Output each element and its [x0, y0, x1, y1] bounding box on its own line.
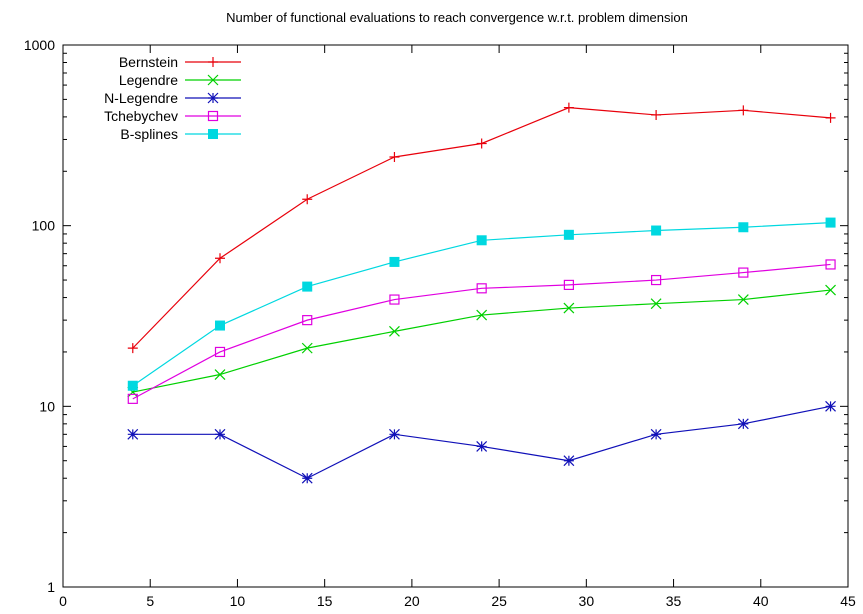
x-tick-label: 20 — [404, 593, 420, 609]
series-legendre — [127, 284, 836, 398]
series-bernstein — [127, 102, 836, 354]
series-tchebychev — [127, 259, 836, 404]
data-point-n-legendre — [563, 455, 575, 467]
x-tick-label: 35 — [666, 593, 682, 609]
x-tick-label: 40 — [753, 593, 769, 609]
data-point-n-legendre — [476, 440, 488, 452]
data-point-tchebychev — [389, 294, 400, 305]
legend-marker-tchebychev — [207, 110, 219, 122]
chart-title: Number of functional evaluations to reac… — [226, 10, 688, 25]
x-tick-label: 45 — [840, 593, 856, 609]
data-point-n-legendre — [825, 400, 836, 412]
legend-label-n-legendre: N-Legendre — [104, 90, 178, 106]
data-point-bernstein — [302, 194, 313, 205]
data-point-tchebychev — [127, 393, 138, 404]
y-tick-label: 1000 — [24, 37, 55, 53]
data-point-b-splines — [127, 380, 138, 391]
legend-marker-legendre — [207, 74, 219, 86]
data-point-b-splines — [389, 256, 400, 267]
data-point-n-legendre — [301, 472, 313, 484]
legend-label-tchebychev: Tchebychev — [104, 108, 178, 124]
data-point-bernstein — [563, 102, 574, 113]
data-point-b-splines — [651, 225, 662, 236]
data-point-tchebychev — [214, 346, 226, 358]
data-point-legendre — [476, 309, 488, 321]
data-point-bernstein — [215, 253, 225, 264]
data-point-legendre — [650, 298, 662, 310]
data-point-b-splines — [738, 222, 749, 233]
data-point-n-legendre — [389, 428, 400, 440]
x-tick-label: 0 — [59, 593, 67, 609]
plot-frame — [62, 44, 849, 588]
legend: Bernstein Legendre N-Legendre Tchebychev B-s… — [104, 54, 241, 142]
data-point-tchebychev — [563, 279, 574, 291]
legend-label-legendre: Legendre — [119, 72, 178, 88]
series-line-tchebychev — [132, 263, 831, 400]
data-point-legendre — [389, 325, 400, 337]
data-point-bernstein — [738, 105, 749, 116]
data-point-legendre — [214, 369, 226, 380]
data-point-legendre — [737, 294, 749, 305]
data-point-b-splines — [563, 229, 574, 240]
y-tick-label: 1 — [47, 579, 55, 595]
x-tick-label: 10 — [230, 593, 246, 609]
data-point-n-legendre — [214, 428, 226, 440]
data-point-bernstein — [389, 151, 400, 162]
legend-label-b-splines: B-splines — [120, 126, 178, 142]
data-point-b-splines — [302, 281, 313, 292]
data-point-tchebychev — [476, 283, 487, 294]
series-b-splines — [127, 217, 836, 391]
data-point-legendre — [825, 284, 836, 296]
data-point-tchebychev — [651, 274, 662, 286]
legend-marker-b-splines — [208, 129, 218, 139]
data-point-b-splines — [476, 235, 487, 246]
y-tick-label: 100 — [32, 218, 56, 234]
data-point-bernstein — [127, 343, 138, 354]
data-point-b-splines — [825, 217, 836, 228]
data-point-legendre — [301, 342, 313, 354]
series-line-legendre — [132, 289, 831, 393]
x-tick-label: 25 — [491, 593, 507, 609]
axis-ticks: 0 5 10 15 20 25 30 35 40 45 1 10 100 1000 — [24, 37, 856, 609]
legend-marker-bernstein — [208, 57, 218, 67]
x-tick-label: 30 — [579, 593, 595, 609]
data-point-bernstein — [651, 109, 662, 120]
data-point-n-legendre — [650, 428, 662, 440]
data-point-bernstein — [476, 138, 487, 149]
data-point-b-splines — [215, 320, 225, 331]
data-point-tchebychev — [302, 315, 313, 326]
x-tick-label: 15 — [317, 593, 333, 609]
data-point-legendre — [563, 302, 575, 314]
data-point-n-legendre — [737, 418, 749, 430]
series-layer — [127, 102, 836, 484]
data-point-tchebychev — [738, 267, 749, 278]
series-n-legendre — [127, 400, 836, 484]
y-tick-label: 10 — [39, 398, 55, 414]
legend-label-bernstein: Bernstein — [119, 54, 178, 70]
data-point-n-legendre — [127, 428, 139, 440]
legend-marker-n-legendre — [207, 92, 219, 104]
data-point-bernstein — [825, 112, 836, 123]
x-tick-label: 5 — [146, 593, 154, 609]
data-point-tchebychev — [825, 259, 836, 270]
